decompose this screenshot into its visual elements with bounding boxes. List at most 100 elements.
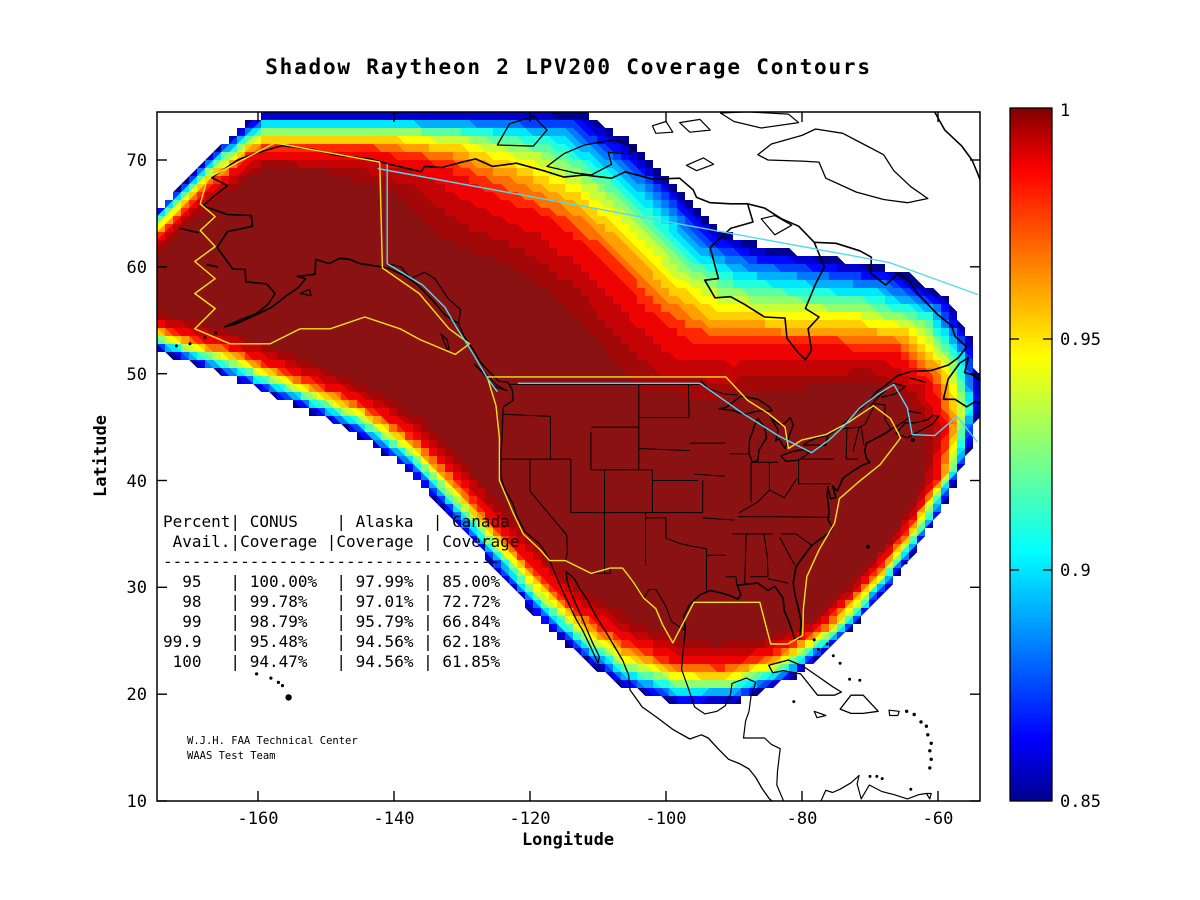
x-tick-label: -140 (374, 809, 415, 829)
lesser-antilles-island (926, 733, 930, 737)
gaspe-coast (869, 382, 907, 408)
bahamas-island (858, 678, 862, 682)
y-tick-label: 30 (127, 578, 147, 598)
lake-erie (780, 448, 811, 462)
aleutian-island (174, 344, 178, 348)
king-william-island (685, 157, 715, 172)
lake-huron (770, 416, 794, 450)
state-border (864, 403, 892, 430)
state-border (769, 478, 798, 499)
greenland-coast (933, 112, 980, 182)
state-border (776, 516, 830, 518)
somerset-island (679, 118, 711, 133)
alt-boundary-layer (377, 163, 979, 454)
state-border (845, 427, 848, 460)
aleutian-island (203, 335, 207, 339)
state-border (702, 517, 735, 521)
bahamas-island (825, 642, 829, 646)
st-lawrence-island (179, 227, 199, 234)
cyan-arctic-boundary (377, 167, 979, 296)
sable-island (910, 437, 915, 442)
contour-bands-layer (157, 112, 980, 704)
lesser-antilles-island (905, 709, 909, 713)
coverage-table: Percent| CONUS | Alaska | Canada Avail.|… (163, 512, 520, 671)
trinidad (925, 792, 932, 800)
bahamas-island (816, 647, 820, 651)
cyan-alaska-boundary (386, 163, 498, 393)
state-border (564, 534, 568, 561)
chart-title: Shadow Raytheon 2 LPV200 Coverage Contou… (265, 55, 872, 79)
kodiak-island (299, 288, 312, 297)
prince-edward-island (908, 410, 921, 414)
alaska-coast (202, 144, 460, 328)
x-axis-label: Longitude (522, 830, 614, 850)
hispaniola (839, 694, 879, 715)
x-tick-label: -120 (510, 809, 551, 829)
x-tick-label: -80 (787, 809, 818, 829)
contour-core-1.0 (157, 168, 925, 648)
state-border (665, 537, 707, 550)
lesser-antilles-island (929, 741, 933, 745)
hawaii-island (255, 672, 259, 676)
state-border (767, 578, 789, 584)
y-tick-label: 10 (127, 792, 147, 812)
y-tick-label: 60 (127, 258, 147, 278)
state-border (529, 459, 568, 536)
quebec-labrador-coast (813, 241, 968, 410)
state-border (763, 533, 769, 577)
southampton-island (760, 215, 793, 236)
state-border (795, 533, 813, 547)
lesser-antilles-island (928, 766, 932, 770)
offshore-point (866, 544, 870, 549)
x-tick-label: -60 (923, 809, 954, 829)
lake-michigan (748, 417, 768, 463)
lesser-antilles-island (912, 712, 916, 717)
hawaii-island (269, 676, 273, 680)
caribbean-island (875, 774, 879, 778)
lake-superior (718, 395, 773, 415)
bahamas-island (838, 661, 842, 665)
hawaii-big-island (285, 694, 292, 701)
state-border (779, 536, 795, 566)
nunivak-island (206, 263, 218, 268)
alaska-canada-border (386, 163, 462, 325)
small-islands-layer (174, 331, 933, 791)
state-border (852, 426, 860, 452)
banks-island (496, 115, 548, 147)
state-border (503, 413, 551, 417)
plot-frame (156, 111, 981, 802)
state-border (744, 533, 747, 586)
jamaica (813, 710, 827, 719)
axis-ticks (157, 112, 980, 802)
victoria-island (546, 139, 637, 176)
state-border (638, 448, 690, 452)
newfoundland (942, 356, 980, 408)
bahamas-island (831, 654, 835, 658)
hawaii-island (276, 680, 280, 685)
colorbar-gradient (1010, 108, 1052, 801)
state-border (687, 384, 690, 418)
y-tick-label: 50 (127, 365, 147, 385)
colorbar-tick-label: 0.95 (1060, 330, 1101, 350)
alaska-service-boundary (194, 142, 471, 356)
state-border (725, 576, 738, 586)
colorbar-tick-label: 0.85 (1060, 792, 1101, 812)
aleutian-island (214, 331, 218, 335)
caribbean-island (868, 774, 872, 778)
cyan-east-boundary (517, 382, 978, 454)
lesser-antilles-island (929, 757, 933, 761)
bahamas-island (812, 638, 816, 642)
y-tick-label: 40 (127, 472, 147, 492)
state-border (694, 473, 725, 477)
us-gulf-east-coast (682, 428, 892, 640)
colorbar-ticks (1010, 338, 1052, 571)
prince-of-wales-island (651, 120, 674, 134)
puerto-rico (888, 709, 900, 717)
vancouver-island (473, 363, 508, 392)
y-tick-label: 20 (127, 685, 147, 705)
south-america-coast (820, 774, 927, 801)
attribution-note: W.J.H. FAA Technical Center WAAS Test Te… (187, 735, 358, 762)
service-volume-boundary-layer (194, 142, 902, 645)
